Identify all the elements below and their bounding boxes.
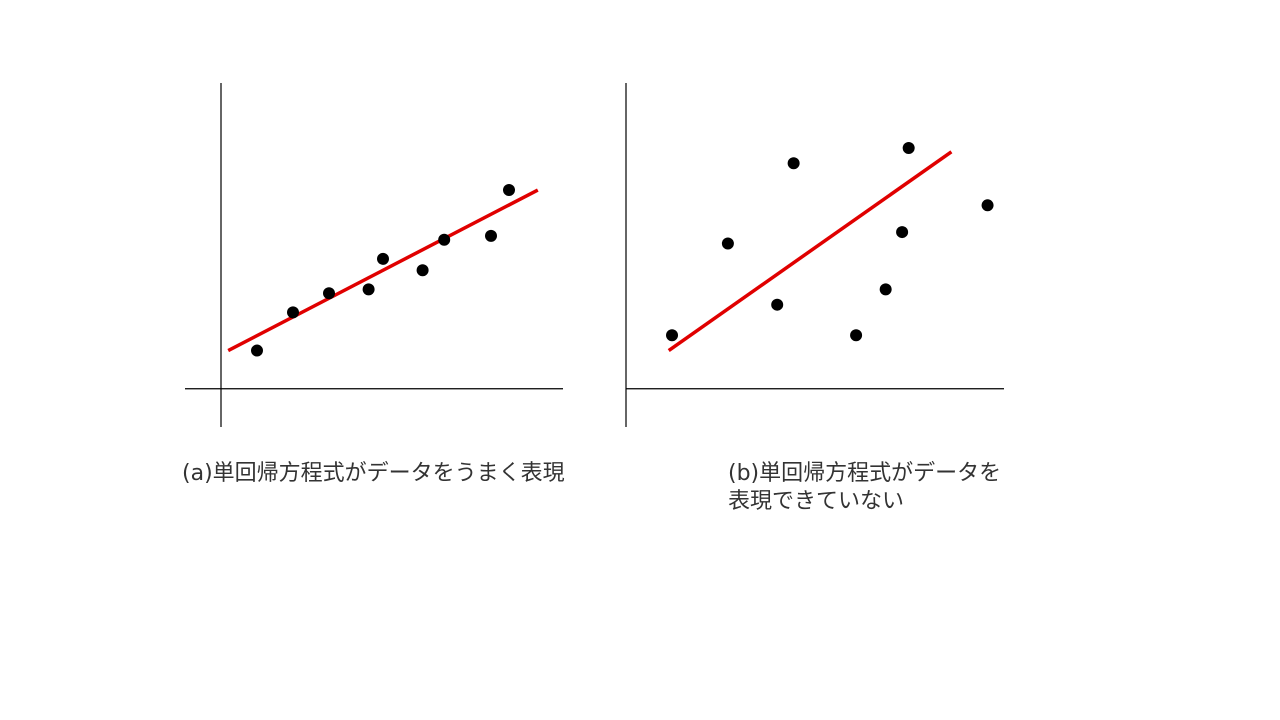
data-point-a-2 [287, 306, 299, 319]
data-point-a-9 [503, 184, 515, 197]
caption-b-line-1: (b)単回帰方程式がデータを [728, 461, 1002, 486]
panel-b-poor-fit [625, 83, 1004, 427]
data-point-a-8 [485, 229, 497, 242]
data-point-b-9 [981, 199, 994, 212]
data-point-b-5 [850, 329, 863, 342]
panel-a-good-fit [185, 83, 563, 427]
data-point-a-1 [251, 344, 263, 357]
data-point-b-6 [879, 283, 892, 296]
data-point-b-8 [902, 141, 915, 154]
caption-b: (b)単回帰方程式がデータを 表現できていない [728, 460, 1001, 516]
data-point-b-7 [896, 226, 909, 239]
data-point-a-5 [377, 252, 389, 265]
caption-b-line-2: 表現できていない [728, 489, 905, 514]
data-point-a-6 [416, 264, 429, 277]
data-point-b-2 [721, 237, 734, 250]
data-point-a-4 [362, 283, 375, 296]
caption-a-text: (a)単回帰方程式がデータをうまく表現 [182, 461, 565, 486]
data-point-a-3 [323, 287, 335, 300]
data-point-b-3 [771, 298, 784, 311]
data-point-b-1 [666, 329, 679, 342]
data-point-b-4 [787, 157, 800, 170]
regression-line-b [667, 150, 953, 352]
caption-a: (a)単回帰方程式がデータをうまく表現 [182, 460, 565, 488]
data-point-a-7 [438, 233, 451, 246]
regression-line-a [227, 188, 539, 353]
